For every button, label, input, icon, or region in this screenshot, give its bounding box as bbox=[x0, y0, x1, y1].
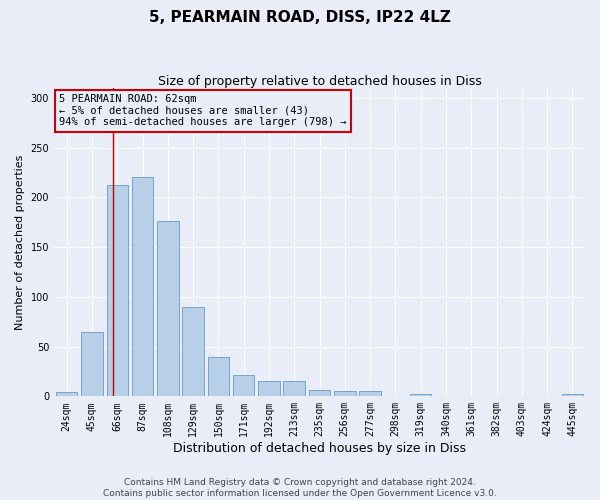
Bar bbox=[334, 392, 356, 396]
X-axis label: Distribution of detached houses by size in Diss: Distribution of detached houses by size … bbox=[173, 442, 466, 455]
Y-axis label: Number of detached properties: Number of detached properties bbox=[15, 154, 25, 330]
Title: Size of property relative to detached houses in Diss: Size of property relative to detached ho… bbox=[158, 75, 481, 88]
Text: Contains HM Land Registry data © Crown copyright and database right 2024.
Contai: Contains HM Land Registry data © Crown c… bbox=[103, 478, 497, 498]
Bar bbox=[233, 376, 254, 396]
Bar bbox=[208, 356, 229, 397]
Text: 5 PEARMAIN ROAD: 62sqm
← 5% of detached houses are smaller (43)
94% of semi-deta: 5 PEARMAIN ROAD: 62sqm ← 5% of detached … bbox=[59, 94, 347, 128]
Bar bbox=[258, 382, 280, 396]
Bar bbox=[359, 392, 381, 396]
Bar bbox=[56, 392, 77, 396]
Bar bbox=[182, 307, 204, 396]
Bar bbox=[157, 222, 179, 396]
Bar bbox=[309, 390, 330, 396]
Bar bbox=[562, 394, 583, 396]
Bar bbox=[132, 176, 153, 396]
Bar bbox=[81, 332, 103, 396]
Text: 5, PEARMAIN ROAD, DISS, IP22 4LZ: 5, PEARMAIN ROAD, DISS, IP22 4LZ bbox=[149, 10, 451, 25]
Bar bbox=[410, 394, 431, 396]
Bar bbox=[283, 382, 305, 396]
Bar bbox=[107, 186, 128, 396]
